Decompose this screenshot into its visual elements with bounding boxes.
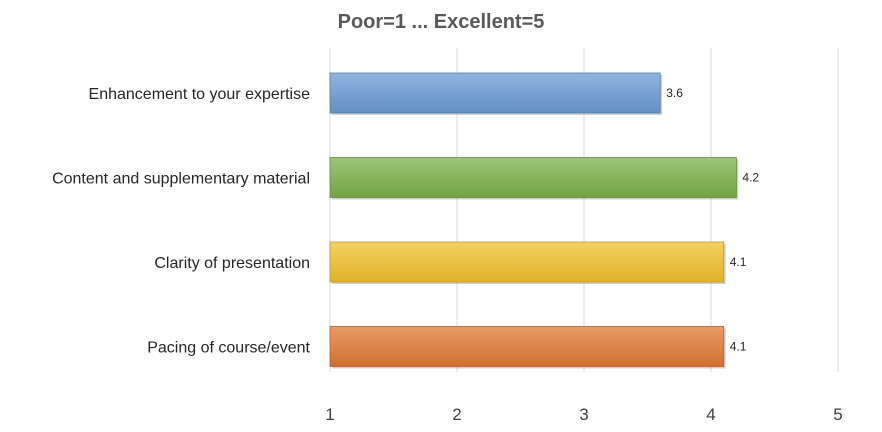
x-tick-label: 3 [579, 405, 588, 424]
x-tick-label: 5 [833, 405, 842, 424]
value-labels: 3.6 4.2 4.1 4.1 [666, 86, 759, 354]
bar [329, 157, 737, 198]
category-labels: Enhancement to your expertise Content and… [52, 86, 310, 357]
x-axis-ticks: 1 2 3 4 5 [325, 405, 842, 424]
bar-value-label: 4.1 [730, 255, 747, 269]
category-label: Content and supplementary material [52, 171, 310, 188]
x-tick-label: 4 [706, 405, 715, 424]
bar [329, 72, 661, 114]
x-tick-label: 2 [452, 405, 461, 424]
bar-value-label: 4.1 [730, 340, 747, 354]
x-tick-label: 1 [325, 405, 334, 424]
category-label: Enhancement to your expertise [89, 86, 311, 103]
bars [329, 72, 739, 369]
category-label: Pacing of course/event [147, 340, 310, 357]
chart-title: Poor=1 ... Excellent=5 [338, 11, 545, 33]
category-label: Clarity of presentation [154, 255, 310, 272]
bar [329, 241, 725, 283]
bar-value-label: 4.2 [742, 171, 759, 185]
bar-value-label: 3.6 [666, 86, 683, 100]
bar [329, 326, 725, 367]
